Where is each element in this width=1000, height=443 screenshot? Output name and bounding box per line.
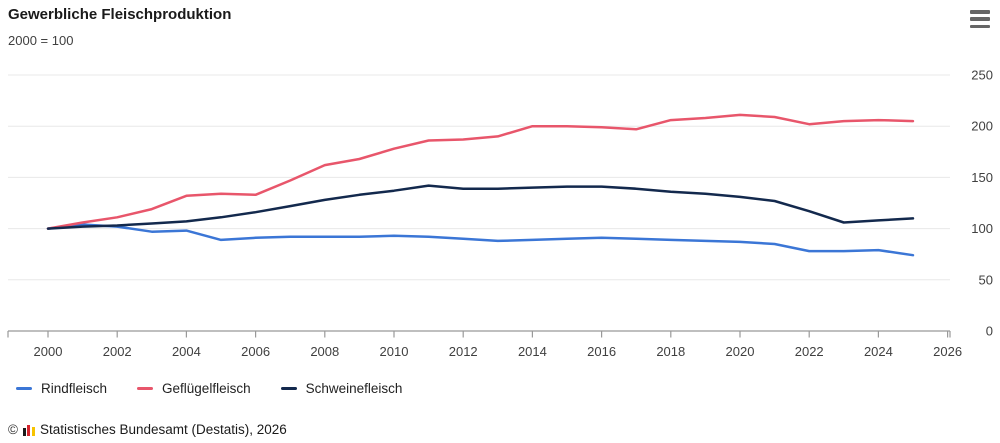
x-axis-label-2014: 2014 (518, 344, 547, 359)
x-axis-label-2004: 2004 (172, 344, 201, 359)
x-axis-label-2022: 2022 (795, 344, 824, 359)
y-axis-label-150: 150 (971, 170, 993, 185)
legend-label: Rindfleisch (41, 381, 108, 396)
hamburger-bar (970, 24, 990, 28)
series-line-rindfleisch[interactable] (46, 223, 915, 257)
y-axis-label-0: 0 (986, 324, 993, 339)
chart-title: Gewerbliche Fleischproduktion (8, 6, 232, 23)
x-axis-label-2016: 2016 (587, 344, 616, 359)
y-axis-label-250: 250 (971, 68, 993, 83)
chart-subtitle: 2000 = 100 (8, 33, 74, 48)
x-axis-label-2010: 2010 (380, 344, 409, 359)
legend-item-rindfleisch[interactable]: Rindfleisch (16, 381, 107, 396)
line-chart-svg: 0 50 100 150 200 250 2000 2002 2004 2006 2008 2010 2… (7, 68, 993, 359)
x-axis-label-2006: 2006 (241, 344, 270, 359)
legend-item-schweinefleisch[interactable]: Schweinefleisch (280, 381, 403, 396)
legend-label: Geflügelfleisch (162, 381, 251, 396)
chart-legend: Rindfleisch Geflügelfleisch Schweinefleisc… (16, 381, 402, 396)
x-axis-label-2012: 2012 (449, 344, 478, 359)
hamburger-bar (970, 17, 990, 21)
series-line-gefl-gelfleisch[interactable] (46, 113, 915, 230)
series-line-schweinefleisch[interactable] (46, 184, 915, 230)
source-text: Statistisches Bundesamt (Destatis), 2026 (39, 422, 287, 437)
y-axis-label-100: 100 (971, 221, 993, 236)
y-axis-label-200: 200 (971, 119, 993, 134)
copyright-symbol: © (8, 422, 18, 437)
legend-item-gefl-gelfleisch[interactable]: Geflügelfleisch (137, 381, 251, 396)
x-axis-label-2008: 2008 (310, 344, 339, 359)
source-footer: © Statistisches Bundesamt (Destatis), 20… (8, 422, 287, 437)
x-axis-label-2000: 2000 (34, 344, 63, 359)
hamburger-bar (970, 10, 990, 14)
legend-marker-rindfleisch (16, 387, 32, 390)
destatis-logo-icon (22, 423, 35, 436)
hamburger-menu-icon[interactable] (970, 9, 992, 29)
legend-marker-gefl-gelfleisch (137, 387, 154, 390)
x-axis-label-2024: 2024 (864, 344, 893, 359)
x-axis-label-2018: 2018 (656, 344, 685, 359)
x-axis-label-2026: 2026 (933, 344, 962, 359)
x-axis-label-2002: 2002 (103, 344, 132, 359)
x-axis-label-2020: 2020 (726, 344, 755, 359)
legend-marker-schweinefleisch (280, 387, 297, 390)
legend-label: Schweinefleisch (305, 381, 403, 396)
y-axis-label-50: 50 (979, 272, 993, 287)
